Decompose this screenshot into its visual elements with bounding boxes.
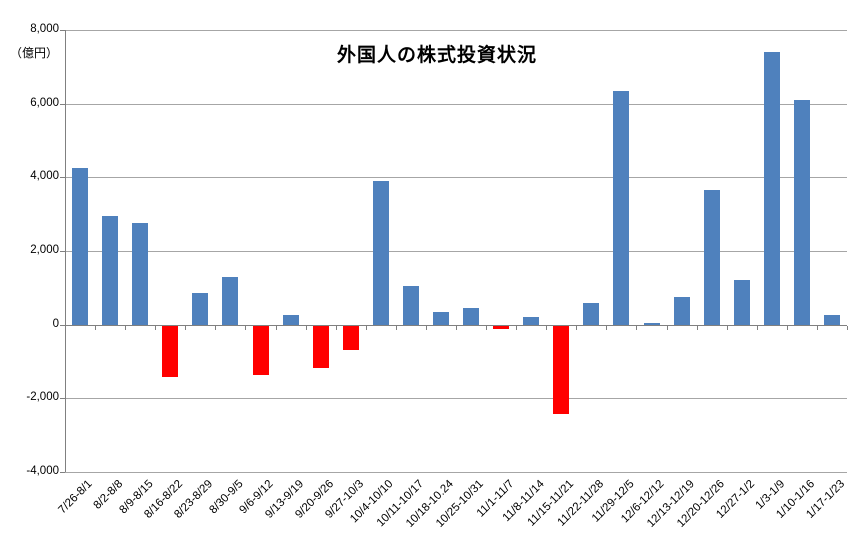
x-axis-tick: [305, 325, 307, 330]
gridline: [65, 398, 847, 400]
bar: [553, 325, 570, 415]
x-axis-tick: [756, 325, 758, 330]
bar: [703, 190, 720, 325]
y-axis-tick: [60, 472, 65, 473]
y-axis-tick: [60, 398, 65, 400]
chart-title: 外国人の株式投資状況: [336, 45, 537, 66]
gridline: [65, 103, 847, 105]
bar: [643, 322, 660, 325]
x-axis-tick: [606, 325, 608, 330]
y-axis-tick: [60, 251, 65, 252]
x-axis-tick: [726, 325, 728, 330]
x-axis-tick: [576, 325, 578, 330]
bar: [222, 276, 239, 325]
x-axis-tick: [365, 325, 367, 330]
bar: [312, 325, 329, 369]
x-axis-tick: [155, 325, 157, 330]
x-axis-tick: [335, 325, 337, 330]
gridline: [65, 251, 847, 252]
gridline: [65, 177, 847, 179]
x-axis-tick: [847, 325, 848, 330]
y-axis-tick-label: -2,000: [26, 391, 59, 404]
x-axis-label-text: 7/26-8/1: [56, 478, 96, 517]
x-axis-tick: [245, 325, 247, 330]
bar: [523, 317, 540, 325]
x-axis-tick: [425, 325, 427, 330]
y-axis-tick-label: 8,000: [30, 23, 59, 35]
y-axis-line: [65, 30, 66, 472]
x-axis-tick: [65, 325, 66, 330]
x-axis-tick: [636, 325, 638, 330]
y-axis-tick-label: 4,000: [30, 170, 59, 183]
bar: [192, 293, 209, 325]
bar: [282, 315, 299, 325]
y-axis-tick: [60, 30, 65, 31]
bar: [132, 223, 149, 325]
y-axis-tick-label: 6,000: [30, 96, 59, 109]
x-axis-tick: [395, 325, 397, 330]
bar: [402, 285, 419, 325]
gridline: [65, 30, 847, 31]
x-axis-tick: [516, 325, 518, 330]
y-axis-tick-label: 0: [52, 317, 59, 330]
gridline: [65, 472, 847, 473]
x-axis-tick: [125, 325, 127, 330]
y-axis-tick: [60, 103, 65, 105]
bar: [673, 297, 690, 325]
bar: [793, 99, 810, 325]
bar: [493, 325, 510, 330]
plot-area: [60, 30, 848, 473]
bar: [763, 52, 780, 325]
bar: [372, 181, 389, 325]
zero-axis-line: [65, 324, 847, 326]
bar: [162, 325, 179, 378]
x-axis-tick: [275, 325, 277, 330]
y-axis-tick: [60, 177, 65, 179]
bar: [583, 302, 600, 325]
bar: [613, 90, 630, 325]
x-axis-tick: [486, 325, 488, 330]
bar: [252, 325, 269, 376]
x-axis-tick: [816, 325, 818, 330]
bar: [102, 216, 119, 325]
x-axis-tick: [185, 325, 187, 330]
y-axis-unit-label: （億円）: [9, 46, 58, 60]
bar: [432, 311, 449, 325]
x-axis-tick: [546, 325, 548, 330]
x-axis-tick: [215, 325, 217, 330]
x-axis-tick: [456, 325, 457, 330]
y-axis-tick: [60, 324, 65, 326]
x-axis-tick: [666, 325, 668, 330]
bar: [72, 168, 89, 325]
bar: [733, 280, 750, 325]
bar: [463, 308, 480, 325]
bar: [823, 315, 840, 325]
y-axis-tick-label: 2,000: [30, 244, 59, 256]
x-axis-tick: [696, 325, 698, 330]
y-axis-tick-label: -4,000: [26, 465, 59, 477]
bar: [342, 325, 359, 350]
x-axis-tick: [95, 325, 97, 330]
x-axis-tick: [786, 325, 788, 330]
